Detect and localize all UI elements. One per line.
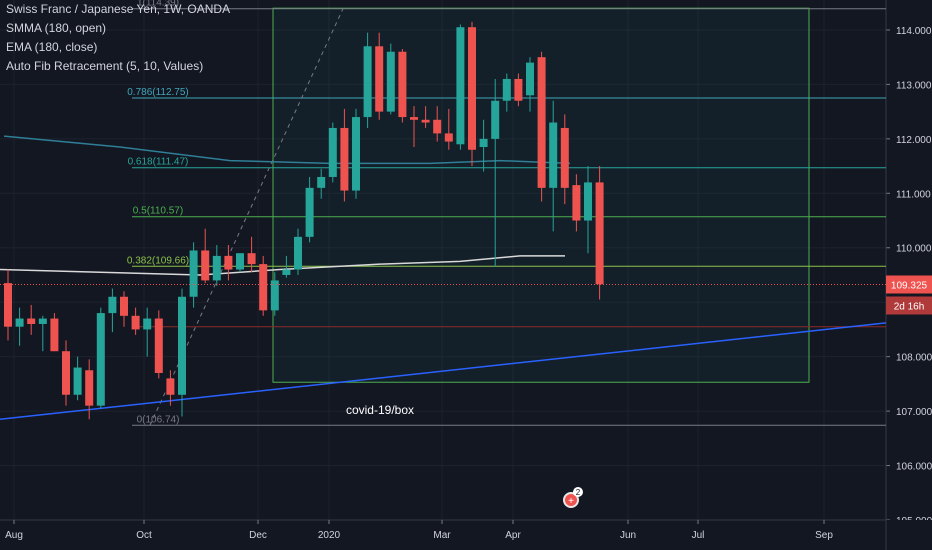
fib-level-label: 0.382(109.66) — [127, 255, 189, 266]
candle-body[interactable] — [189, 250, 198, 297]
candle-body[interactable] — [270, 280, 279, 311]
candle-body[interactable] — [549, 122, 558, 188]
candle-body[interactable] — [178, 296, 186, 395]
candle-body[interactable] — [212, 255, 221, 281]
candle-body[interactable] — [595, 182, 604, 285]
price-tick-label: 114.000 — [896, 26, 932, 37]
countdown-tag — [886, 296, 932, 315]
candle-body[interactable] — [108, 296, 117, 314]
candle-body[interactable] — [38, 318, 47, 324]
price-tick-label: 111.000 — [896, 189, 931, 200]
price-tick-label: 108.000 — [896, 353, 932, 364]
candle-body[interactable] — [468, 27, 476, 150]
candle-body[interactable] — [491, 100, 500, 139]
candle-body[interactable] — [363, 46, 372, 118]
price-tick-label: 106.000 — [896, 462, 932, 473]
countdown-value: 2d 16h — [894, 302, 925, 313]
time-tick-label: Aug — [5, 530, 23, 541]
candle-body[interactable] — [410, 117, 418, 120]
time-axis — [0, 520, 932, 550]
last-price-tag — [886, 275, 932, 294]
candle-body[interactable] — [27, 318, 36, 324]
candle-body[interactable] — [398, 51, 407, 118]
fib-level-label: 0.786(112.75) — [127, 87, 189, 98]
candle-body[interactable] — [328, 127, 337, 177]
time-tick-label: Apr — [505, 530, 521, 541]
event-icon-inner — [565, 494, 577, 506]
candle-body[interactable] — [502, 78, 511, 101]
legend-fib[interactable]: Auto Fib Retracement (5, 10, Values) — [6, 59, 204, 73]
candle-body[interactable] — [584, 182, 592, 221]
candle-body[interactable] — [85, 370, 94, 406]
event-count: 2 — [576, 488, 581, 497]
candle-body[interactable] — [433, 119, 442, 134]
time-tick-label: Sep — [815, 530, 833, 541]
candle-body[interactable] — [514, 78, 523, 101]
price-tick-label: 113.000 — [896, 80, 932, 91]
price-tick-label: 110.000 — [896, 244, 932, 255]
trend-line[interactable] — [0, 322, 887, 421]
fib-level-label: 0.618(111.47) — [128, 157, 189, 168]
candle-body[interactable] — [294, 236, 302, 270]
time-tick-label: 2020 — [318, 530, 341, 541]
candle-body[interactable] — [4, 283, 12, 327]
candle-body[interactable] — [62, 351, 70, 395]
event-count-badge — [573, 487, 583, 497]
candle-body[interactable] — [154, 318, 163, 373]
candle-body[interactable] — [375, 46, 384, 112]
legend-title[interactable]: Swiss Franc / Japanese Yen, 1W, OANDA — [6, 2, 231, 16]
candle-body[interactable] — [236, 253, 244, 270]
candle-body[interactable] — [444, 133, 453, 142]
candle-body[interactable] — [73, 367, 82, 395]
candle-body[interactable] — [572, 185, 581, 221]
candle-body[interactable] — [259, 264, 268, 311]
candle-body[interactable] — [352, 117, 360, 191]
candle-body[interactable] — [526, 62, 534, 96]
candle-body[interactable] — [224, 255, 233, 270]
candle-body[interactable] — [282, 269, 291, 275]
candle-body[interactable] — [305, 187, 314, 237]
candle-body[interactable] — [456, 27, 465, 145]
time-tick-label: Dec — [249, 530, 267, 541]
price-tick-label: 107.000 — [896, 407, 932, 418]
candle-body[interactable] — [50, 318, 59, 352]
candle-body[interactable] — [421, 119, 430, 123]
candle-body[interactable] — [247, 253, 256, 265]
last-price-value: 109.325 — [891, 281, 928, 292]
candle-body[interactable] — [340, 127, 349, 191]
chart-legend: Swiss Franc / Japanese Yen, 1W, OANDA SM… — [6, 0, 230, 76]
fib-level-label: 0(106.74) — [137, 414, 180, 425]
price-tick-label: 112.000 — [896, 135, 932, 146]
time-tick-label: Oct — [136, 530, 152, 541]
ema-line[interactable] — [0, 255, 565, 276]
candle-body[interactable] — [317, 176, 326, 188]
candle-body[interactable] — [537, 57, 546, 188]
legend-smma[interactable]: SMMA (180, open) — [6, 21, 107, 35]
fib-level-label: 0.5(110.57) — [133, 206, 183, 217]
candle-body[interactable] — [15, 318, 24, 327]
event-icon-glyph: + — [568, 496, 574, 507]
candle-body[interactable] — [120, 296, 128, 316]
candle-body[interactable] — [560, 127, 569, 188]
candle-body[interactable] — [131, 315, 140, 330]
covid-box-label: covid-19/box — [346, 403, 414, 417]
fib-level-label: 1(114.39) — [137, 0, 179, 9]
candle-body[interactable] — [143, 318, 152, 330]
candle-body[interactable] — [96, 313, 105, 406]
candle-body[interactable] — [479, 138, 488, 148]
time-tick-label: Jul — [692, 530, 705, 541]
candle-body[interactable] — [201, 250, 210, 281]
legend-ema[interactable]: EMA (180, close) — [6, 40, 98, 54]
time-tick-label: Jun — [620, 530, 636, 541]
candle-body[interactable] — [386, 51, 395, 112]
candle-body[interactable] — [166, 378, 175, 395]
time-tick-label: Mar — [433, 530, 451, 541]
